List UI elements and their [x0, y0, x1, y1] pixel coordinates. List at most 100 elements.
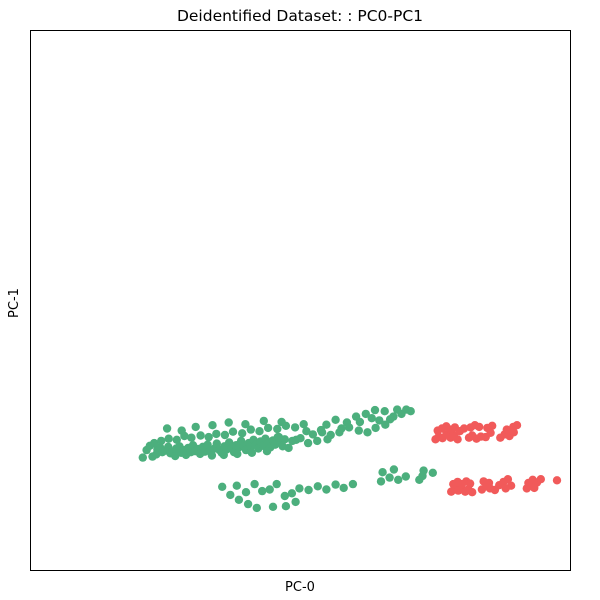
- scatter-point: [241, 488, 251, 497]
- scatter-point: [378, 468, 387, 477]
- scatter-point: [234, 495, 244, 504]
- scatter-point: [351, 412, 361, 421]
- scatter-point: [287, 489, 297, 498]
- scatter-point: [241, 420, 250, 429]
- scatter-point: [415, 475, 424, 484]
- scatter-point: [290, 423, 300, 432]
- scatter-point: [503, 475, 513, 484]
- scatter-point: [246, 425, 255, 434]
- scatter-point: [220, 430, 230, 440]
- y-axis-label: PC-1: [7, 288, 22, 318]
- scatter-point: [468, 488, 477, 497]
- scatter-point: [196, 431, 205, 440]
- scatter-point: [419, 466, 428, 475]
- scatter-point: [375, 416, 384, 425]
- scatter-point: [342, 418, 352, 427]
- scatter-point: [453, 435, 462, 444]
- scatter-point: [322, 420, 331, 429]
- scatter-point: [291, 497, 300, 507]
- scatter-point: [323, 435, 332, 444]
- scatter-point: [172, 435, 181, 444]
- scatter-point: [371, 423, 380, 433]
- scatter-point: [363, 428, 372, 437]
- scatter-point: [280, 491, 289, 501]
- scatter-point: [252, 503, 261, 513]
- scatter-point: [177, 426, 186, 435]
- scatter-point: [272, 479, 281, 489]
- scatter-point: [316, 425, 326, 435]
- scatter-point: [488, 421, 497, 430]
- scatter-point: [331, 415, 340, 424]
- scatter-point: [157, 436, 166, 446]
- scatter-point: [258, 486, 267, 496]
- scatter-point: [313, 482, 322, 491]
- scatter-point: [259, 416, 268, 426]
- scatter-point: [459, 424, 469, 433]
- scatter-point: [509, 428, 518, 437]
- scatter-point: [187, 433, 196, 442]
- scatter-point: [265, 485, 274, 494]
- scatter-point: [247, 448, 257, 457]
- x-axis-label: PC-0: [285, 580, 315, 595]
- scatter-point: [295, 484, 304, 493]
- scatter-point: [385, 415, 395, 424]
- scatter-point: [501, 484, 510, 493]
- scatter-point: [322, 485, 331, 494]
- scatter-point: [428, 468, 437, 477]
- scatter-point: [284, 443, 293, 453]
- scatter-point: [232, 481, 241, 490]
- scatter-point: [502, 425, 511, 434]
- scatter-point: [268, 502, 278, 511]
- points-layer: [138, 405, 562, 513]
- scatter-point: [218, 482, 227, 491]
- scatter-point: [308, 430, 318, 439]
- scatter-point: [354, 426, 363, 435]
- scatter-point: [552, 476, 562, 485]
- scatter-point: [385, 473, 394, 482]
- scatter-point: [299, 420, 308, 429]
- scatter-point: [536, 475, 545, 484]
- scatter-point: [465, 479, 475, 488]
- scatter-point: [302, 427, 311, 436]
- scatter-point: [138, 453, 147, 462]
- scatter-point: [145, 441, 154, 450]
- plot-area-frame: [30, 30, 571, 571]
- scatter-point: [228, 427, 238, 436]
- scatter-point: [401, 472, 410, 481]
- scatter-point: [243, 499, 253, 509]
- scatter-point: [207, 451, 217, 460]
- scatter-point: [376, 477, 386, 486]
- scatter-point: [191, 422, 200, 432]
- scatter-point: [394, 475, 403, 484]
- scatter-point: [164, 434, 173, 443]
- scatter-point: [212, 429, 221, 439]
- scatter-point: [281, 502, 291, 511]
- scatter-point: [367, 414, 376, 423]
- scatter-point: [262, 447, 272, 456]
- scatter-point: [238, 429, 247, 438]
- scatter-point: [233, 449, 242, 459]
- scatter-point: [370, 405, 380, 415]
- scatter-point: [219, 450, 228, 460]
- scatter-point: [263, 423, 273, 433]
- scatter-point: [292, 435, 301, 444]
- scatter-point: [337, 424, 346, 433]
- scatter-point: [380, 407, 389, 416]
- scatter-point: [331, 480, 340, 489]
- scatter-point: [381, 420, 390, 429]
- scatter-point: [393, 405, 402, 414]
- scatter-point: [512, 421, 522, 430]
- scatter-point: [273, 424, 282, 434]
- scatter-point: [277, 417, 286, 427]
- scatter-point: [226, 490, 235, 500]
- scatter-point: [339, 483, 348, 493]
- scatter-point: [208, 421, 217, 430]
- scatter-point: [274, 432, 284, 442]
- scatter-point: [224, 418, 233, 427]
- scatter-point: [204, 432, 213, 442]
- scatter-point: [250, 479, 259, 489]
- scatter-point: [255, 427, 264, 436]
- scatter-point: [389, 465, 399, 474]
- scatter-point: [348, 479, 358, 489]
- scatter-point: [212, 439, 221, 448]
